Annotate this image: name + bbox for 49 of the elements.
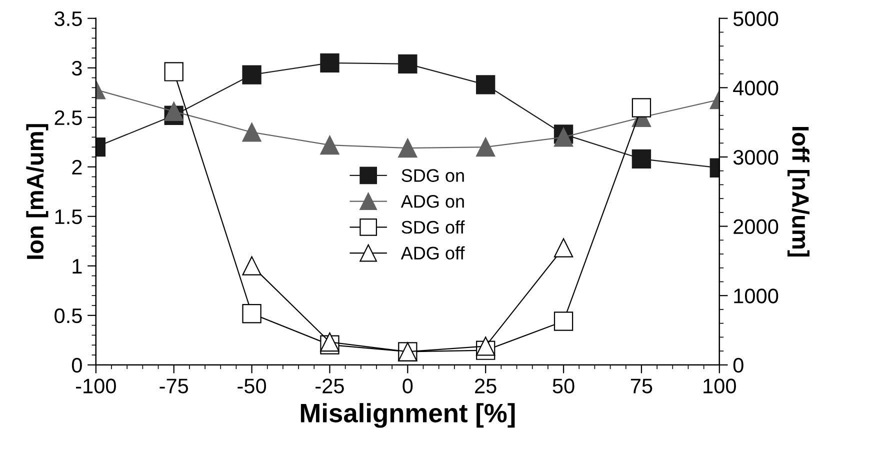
x-tick-label: 25 xyxy=(475,378,496,394)
y-tick-label: 0 xyxy=(72,358,82,373)
y-tick-label: 3.5 xyxy=(54,11,82,26)
x-tick-label: 75 xyxy=(630,378,652,394)
y2-tick-label: 4000 xyxy=(733,80,778,96)
y2-tick-label: 1000 xyxy=(734,288,778,304)
x-axis-title: Misalignment [%] xyxy=(300,403,515,428)
point xyxy=(242,304,262,324)
y2-tick-label: 2000 xyxy=(734,219,778,234)
point xyxy=(242,122,262,142)
y-axis-title: Ion [mA/um] xyxy=(26,124,48,259)
y2-tick-label: 0 xyxy=(733,358,744,373)
point xyxy=(398,138,418,158)
legend-label: SDG on xyxy=(402,169,464,182)
x-tick-label: 50 xyxy=(552,378,574,394)
y-tick-label: 0.5 xyxy=(54,308,82,324)
y2-tick-label: 3000 xyxy=(733,150,778,165)
x-tick-label: 0 xyxy=(402,378,413,394)
legend-label: ADG on xyxy=(400,195,464,208)
y2-tick-label: 5000 xyxy=(733,11,778,26)
point xyxy=(476,336,496,356)
x-tick-label: 100 xyxy=(704,378,736,394)
x-tick-label: -75 xyxy=(160,378,188,394)
y-tick-label: 3 xyxy=(72,60,82,76)
point xyxy=(320,136,340,155)
point xyxy=(398,54,418,74)
point xyxy=(242,65,262,84)
x-tick-label: -100 xyxy=(76,378,116,394)
point xyxy=(242,256,262,276)
x-tick-label: -50 xyxy=(238,378,266,394)
point xyxy=(632,149,652,169)
y-tick-label: 1.5 xyxy=(55,210,82,224)
y-tick-label: 2.5 xyxy=(54,110,82,126)
y2-axis-title: Ioff [nA/um] xyxy=(787,126,810,257)
legend-label: ADG off xyxy=(400,246,465,260)
point xyxy=(554,128,574,147)
point xyxy=(164,62,184,82)
point xyxy=(476,137,496,157)
point xyxy=(554,238,574,258)
point xyxy=(320,332,340,352)
point xyxy=(476,75,496,94)
point xyxy=(632,98,652,118)
point xyxy=(164,102,184,122)
x-tick-label: -25 xyxy=(316,378,344,394)
point xyxy=(554,312,574,331)
point xyxy=(320,53,340,72)
y-tick-label: 1 xyxy=(72,259,82,274)
y-tick-label: 2 xyxy=(72,160,82,174)
legend-label: SDG off xyxy=(402,220,465,234)
